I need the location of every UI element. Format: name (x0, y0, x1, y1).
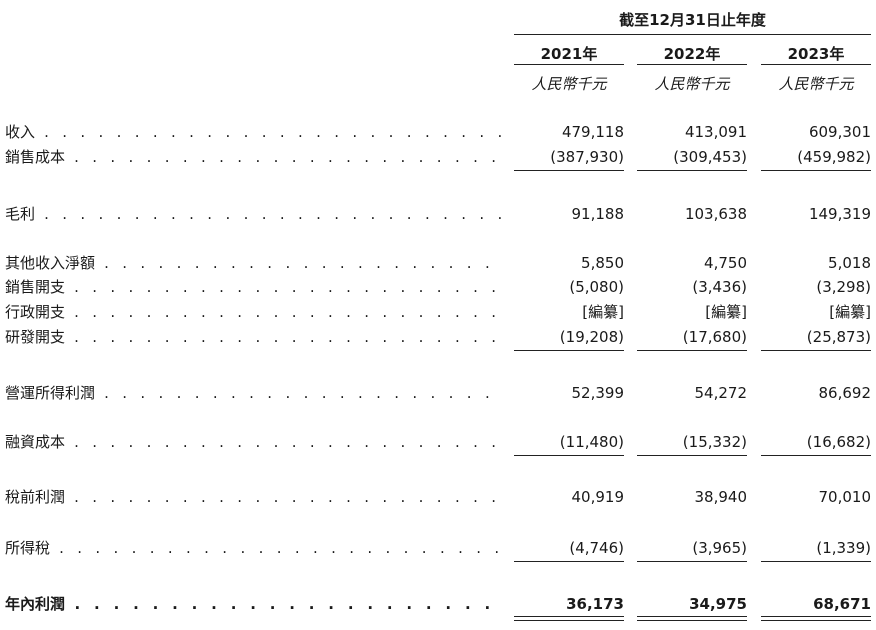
row-value: (459,982) (797, 148, 871, 166)
period-underline (514, 34, 871, 35)
row-value: 38,940 (694, 488, 748, 506)
leader-dots: . . . . . . . . . . . . . . . . . . . . … (104, 384, 501, 402)
leader-dots: . . . . . . . . . . . . . . . . . . . . … (74, 278, 501, 296)
row-value: 103,638 (684, 205, 747, 223)
subtotal-line (761, 170, 871, 171)
subtotal-line (761, 561, 871, 562)
row-label: 銷售成本 . . . . . . . . . . . . . . . . . .… (5, 146, 501, 168)
row-value: 68,671 (813, 595, 871, 613)
leader-dots: . . . . . . . . . . . . . . . . . . . . … (44, 123, 501, 141)
row-label: 行政開支 . . . . . . . . . . . . . . . . . .… (5, 301, 501, 323)
row-value: 149,319 (808, 205, 871, 223)
row-value: [編纂] (582, 303, 624, 321)
row-value: (5,080) (569, 278, 624, 296)
row-label: 所得稅 . . . . . . . . . . . . . . . . . . … (5, 537, 501, 559)
row-value: (25,873) (806, 328, 871, 346)
leader-dots: . . . . . . . . . . . . . . . . . . . . … (74, 303, 501, 321)
row-value: 91,188 (571, 205, 625, 223)
row-label: 其他收入淨額 . . . . . . . . . . . . . . . . .… (5, 252, 501, 274)
leader-dots: . . . . . . . . . . . . . . . . . . . . … (74, 328, 501, 346)
row-value: 36,173 (566, 595, 624, 613)
row-value: [編纂] (705, 303, 747, 321)
total-double-line (514, 616, 624, 621)
row-value: (17,680) (682, 328, 747, 346)
subtotal-line (761, 455, 871, 456)
row-label: 研發開支 . . . . . . . . . . . . . . . . . .… (5, 326, 501, 348)
row-label: 年內利潤 . . . . . . . . . . . . . . . . . .… (5, 593, 501, 615)
period-header: 截至12月31日止年度 (619, 11, 766, 29)
subtotal-line (514, 455, 624, 456)
leader-dots: . . . . . . . . . . . . . . . . . . . . … (104, 254, 501, 272)
unit-label-2022: 人民幣千元 (654, 75, 730, 93)
row-label: 毛利 . . . . . . . . . . . . . . . . . . .… (5, 203, 501, 225)
leader-dots: . . . . . . . . . . . . . . . . . . . . … (74, 433, 501, 451)
row-value: (11,480) (559, 433, 624, 451)
leader-dots: . . . . . . . . . . . . . . . . . . . . … (74, 148, 501, 166)
row-label-text: 銷售開支 (5, 278, 66, 296)
row-label: 稅前利潤 . . . . . . . . . . . . . . . . . .… (5, 486, 501, 508)
row-value: (3,298) (816, 278, 871, 296)
subtotal-line (637, 170, 747, 171)
row-value: (16,682) (806, 433, 871, 451)
unit-label-2021: 人民幣千元 (531, 75, 607, 93)
row-value: (1,339) (816, 539, 871, 557)
row-value: 40,919 (571, 488, 625, 506)
subtotal-line (637, 350, 747, 351)
unit-label-2023: 人民幣千元 (778, 75, 854, 93)
subtotal-line (637, 455, 747, 456)
row-label: 營運所得利潤 . . . . . . . . . . . . . . . . .… (5, 382, 501, 404)
row-value: (4,746) (569, 539, 624, 557)
row-label-text: 融資成本 (5, 433, 66, 451)
leader-dots: . . . . . . . . . . . . . . . . . . . . … (59, 539, 501, 557)
row-value: 54,272 (694, 384, 748, 402)
row-label: 銷售開支 . . . . . . . . . . . . . . . . . .… (5, 276, 501, 298)
year-underline (637, 64, 747, 65)
subtotal-line (514, 170, 624, 171)
year-underline (514, 64, 624, 65)
row-label-text: 毛利 (5, 205, 36, 223)
row-value: (387,930) (550, 148, 624, 166)
row-value: (15,332) (682, 433, 747, 451)
leader-dots: . . . . . . . . . . . . . . . . . . . . … (74, 488, 501, 506)
row-value: 5,850 (581, 254, 624, 272)
row-label-text: 營運所得利潤 (5, 384, 96, 402)
row-value: 609,301 (808, 123, 871, 141)
row-label-text: 銷售成本 (5, 148, 66, 166)
subtotal-line (514, 561, 624, 562)
year-header-2021: 2021年 (540, 45, 598, 63)
row-value: 5,018 (828, 254, 871, 272)
row-label-text: 年內利潤 (5, 595, 66, 613)
year-header-2022: 2022年 (663, 45, 721, 63)
total-double-line (637, 616, 747, 621)
row-value: (19,208) (559, 328, 624, 346)
row-label-text: 研發開支 (5, 328, 66, 346)
subtotal-line (514, 350, 624, 351)
row-value: (309,453) (673, 148, 747, 166)
row-label-text: 稅前利潤 (5, 488, 66, 506)
row-label: 融資成本 . . . . . . . . . . . . . . . . . .… (5, 431, 501, 453)
row-label-text: 所得稅 (5, 539, 51, 557)
row-value: 34,975 (689, 595, 747, 613)
row-value: 413,091 (684, 123, 747, 141)
subtotal-line (761, 350, 871, 351)
leader-dots: . . . . . . . . . . . . . . . . . . . . … (44, 205, 501, 223)
row-value: 4,750 (704, 254, 747, 272)
row-value: (3,965) (692, 539, 747, 557)
row-value: 70,010 (818, 488, 872, 506)
row-value: [編纂] (829, 303, 871, 321)
row-value: 52,399 (571, 384, 625, 402)
row-label-text: 其他收入淨額 (5, 254, 96, 272)
leader-dots: . . . . . . . . . . . . . . . . . . . . … (74, 595, 501, 613)
row-value: (3,436) (692, 278, 747, 296)
subtotal-line (637, 561, 747, 562)
total-double-line (761, 616, 871, 621)
row-value: 86,692 (818, 384, 872, 402)
row-label-text: 收入 (5, 123, 36, 141)
row-label: 收入 . . . . . . . . . . . . . . . . . . .… (5, 121, 501, 143)
row-label-text: 行政開支 (5, 303, 66, 321)
year-header-2023: 2023年 (787, 45, 845, 63)
year-underline (761, 64, 871, 65)
row-value: 479,118 (561, 123, 624, 141)
